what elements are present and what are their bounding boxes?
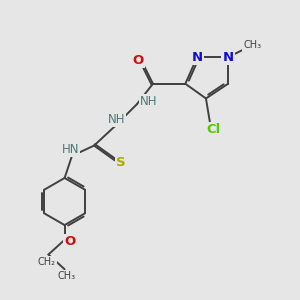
Text: NH: NH — [140, 95, 158, 108]
Text: O: O — [133, 54, 144, 67]
Text: CH₃: CH₃ — [57, 271, 75, 281]
Text: Cl: Cl — [206, 123, 220, 136]
Text: CH₂: CH₂ — [38, 257, 56, 267]
Text: O: O — [64, 235, 76, 248]
Text: CH₃: CH₃ — [243, 40, 261, 50]
Text: N: N — [223, 51, 234, 64]
Text: HN: HN — [62, 143, 79, 157]
Text: NH: NH — [107, 113, 125, 127]
Text: S: S — [116, 156, 126, 169]
Text: N: N — [191, 51, 203, 64]
